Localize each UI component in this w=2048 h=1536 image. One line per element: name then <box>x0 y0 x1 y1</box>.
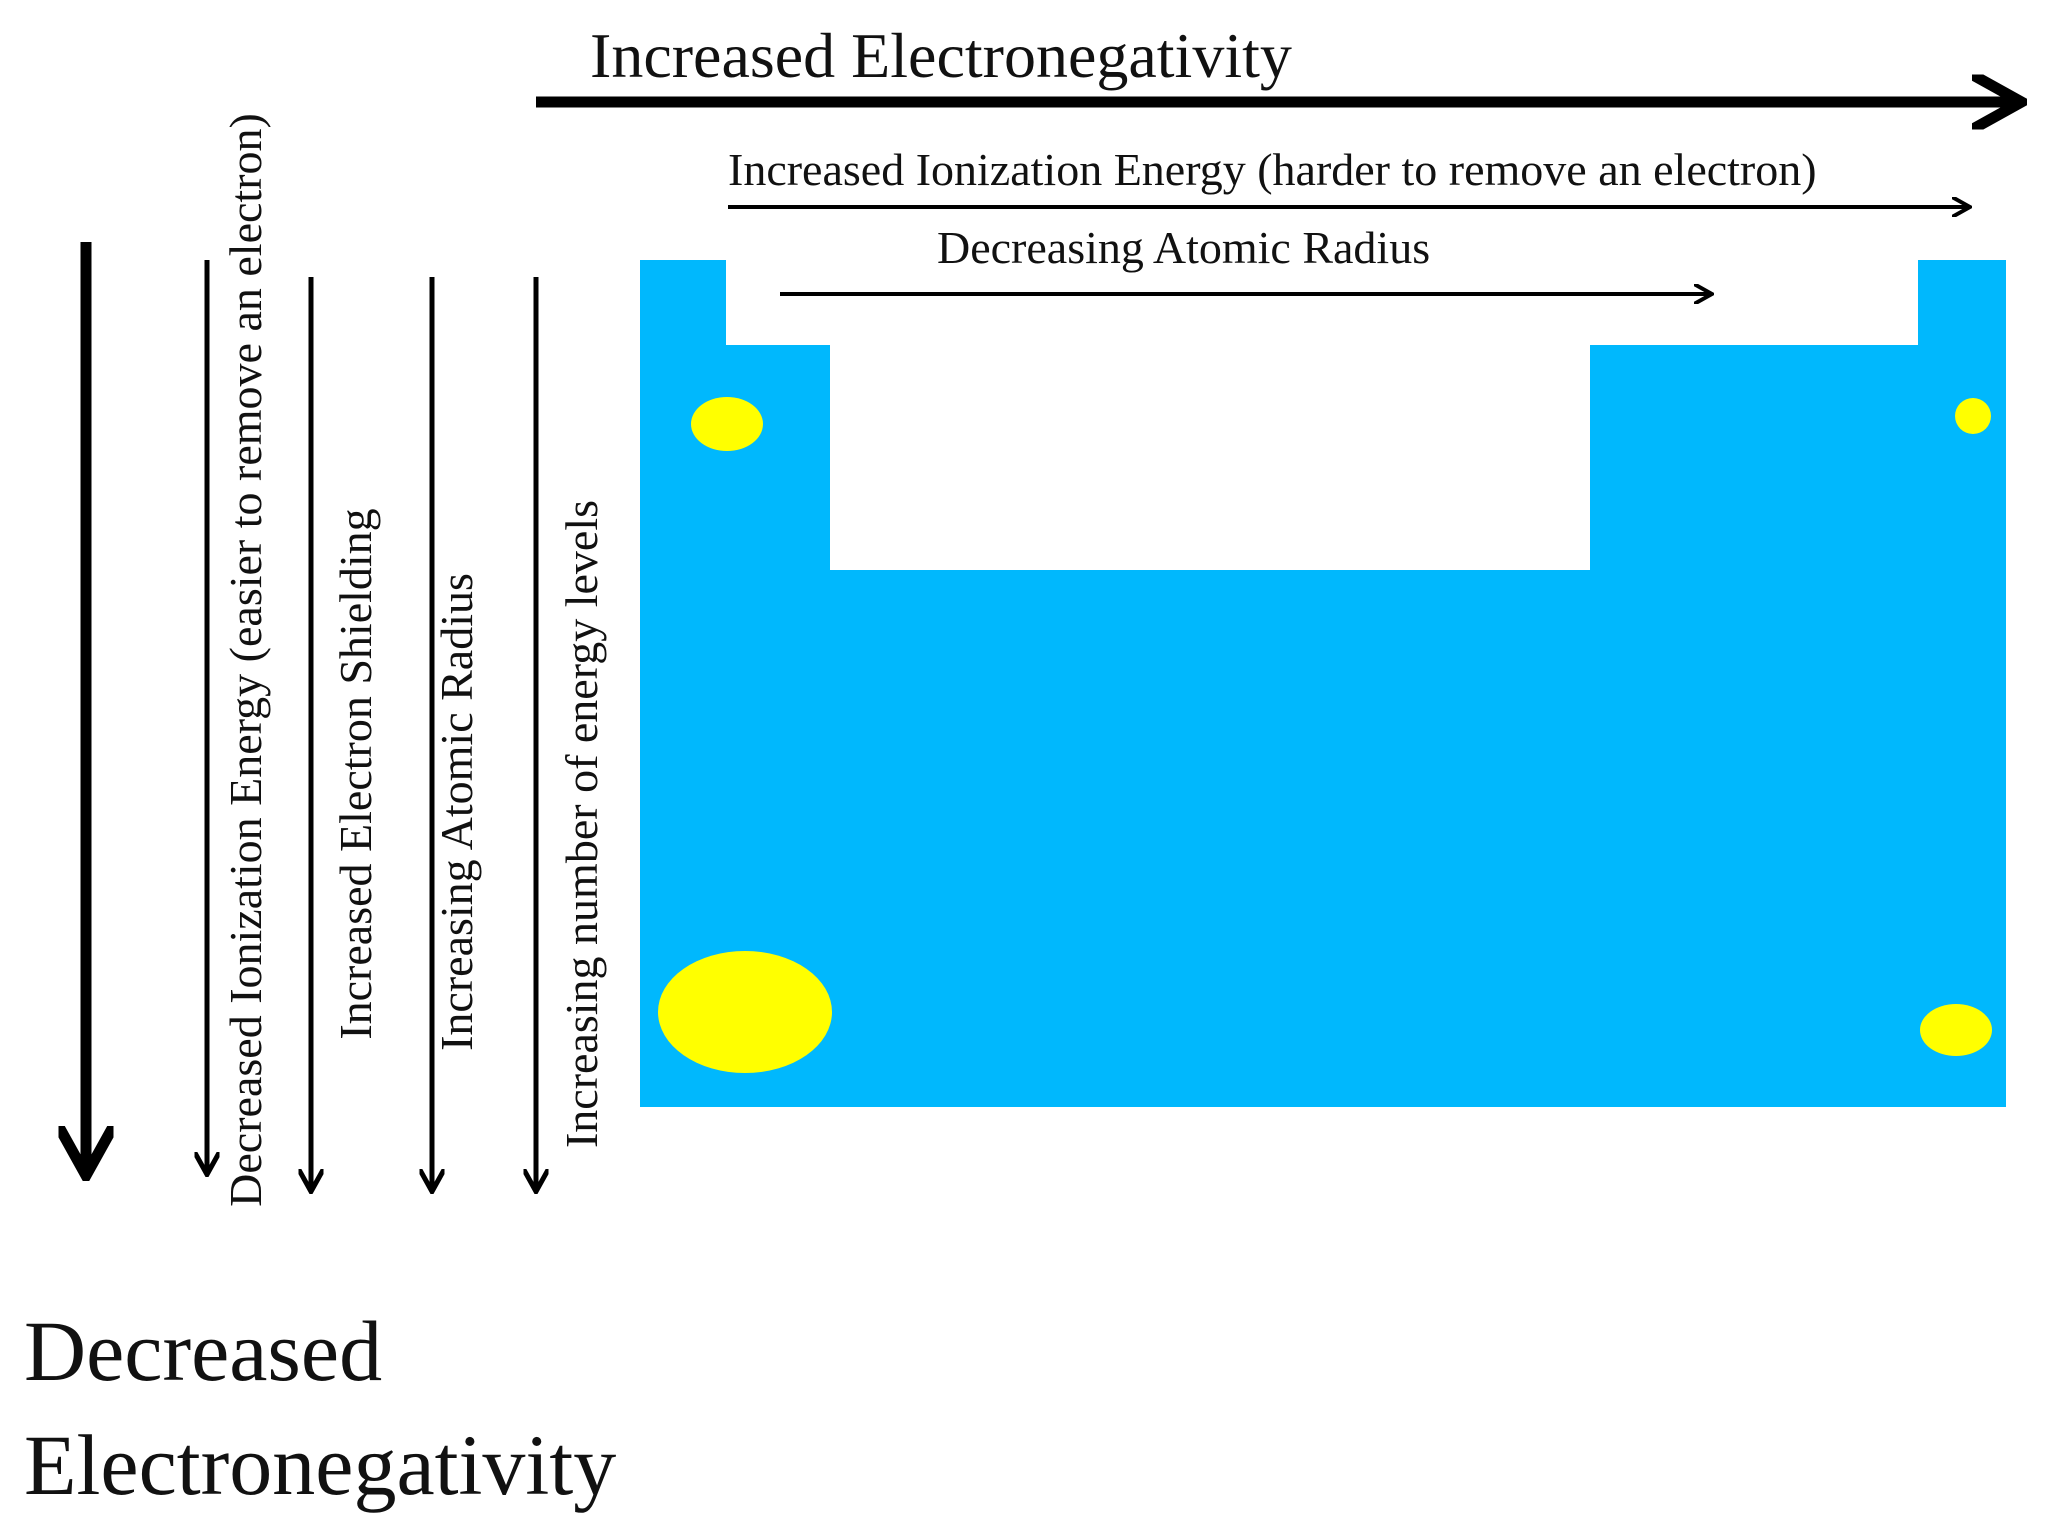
decreased-electronegativity-line2: Electronegativity <box>24 1417 617 1514</box>
atom-smallest-top-right <box>1955 398 1991 434</box>
decreased-ionization-energy-label: Decreased Ionization Energy (easier to r… <box>220 113 271 1207</box>
atom-medium-bottom-right <box>1920 1004 1992 1056</box>
increased-electronegativity-title: Increased Electronegativity <box>590 20 1292 91</box>
decreased-electronegativity-line1: Decreased <box>24 1303 383 1399</box>
increasing-atomic-radius-label: Increasing Atomic Radius <box>431 573 482 1051</box>
increasing-energy-levels-label: Increasing number of energy levels <box>556 499 607 1149</box>
atom-small-top-left <box>691 397 763 451</box>
decreasing-atomic-radius-label: Decreasing Atomic Radius <box>937 222 1431 273</box>
atom-largest-bottom-left <box>658 951 832 1073</box>
periodic-table-shape <box>640 260 2006 1107</box>
increased-electron-shielding-label: Increased Electron Shielding <box>330 508 381 1040</box>
decreased-electronegativity-title: Decreased Electronegativity <box>24 1294 616 1523</box>
increased-ionization-energy-label: Increased Ionization Energy (harder to r… <box>728 144 1817 195</box>
